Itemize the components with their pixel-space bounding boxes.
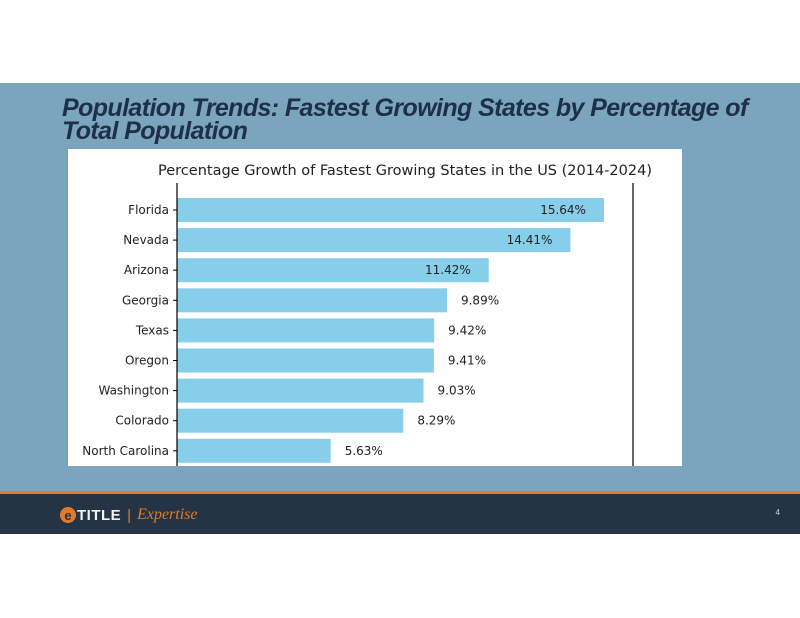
data-label: 14.41%	[507, 233, 553, 247]
labels-layer: Florida 15.64% Nevada 14.41% Arizona 11.42% Ge…	[82, 203, 586, 458]
data-label: 15.64%	[540, 203, 586, 217]
bar-chart: Percentage Growth of Fastest Growing Sta…	[82, 163, 652, 466]
bar-texas	[177, 318, 435, 343]
y-tick-label: Florida	[128, 203, 169, 217]
chart-panel: Percentage Growth of Fastest Growing Sta…	[68, 149, 682, 466]
bar-colorado	[177, 408, 404, 433]
footer-bar: e TITLE | Expertise 4	[0, 494, 800, 534]
data-label: 8.29%	[417, 414, 455, 428]
bar-georgia	[177, 288, 447, 313]
footer-accent-line	[0, 491, 800, 494]
bar-oregon	[177, 348, 434, 373]
data-label: 5.63%	[345, 444, 383, 458]
page-number: 4	[775, 508, 780, 517]
y-tick-label: Washington	[98, 384, 169, 398]
slide-title: Population Trends: Fastest Growing State…	[62, 94, 748, 145]
logo-e-mark: e	[60, 507, 76, 523]
data-label: 9.89%	[461, 293, 499, 307]
y-tick-label: Arizona	[124, 263, 169, 277]
bar-washington	[177, 378, 424, 403]
data-label: 9.41%	[448, 354, 486, 368]
y-tick-label: Colorado	[115, 414, 169, 428]
bar-florida	[177, 198, 604, 222]
bar-arizona	[177, 258, 489, 283]
slide: Population Trends: Fastest Growing State…	[0, 83, 800, 534]
y-tick-label: Nevada	[123, 233, 169, 247]
y-tick-label: North Carolina	[82, 444, 169, 458]
etitle-logo: e TITLE | Expertise	[60, 505, 198, 525]
data-label: 9.03%	[438, 384, 476, 398]
logo-tagline: Expertise	[137, 506, 198, 523]
bars-layer	[177, 198, 604, 463]
data-label: 11.42%	[425, 263, 471, 277]
data-label: 9.42%	[448, 323, 486, 337]
bar-nevada	[177, 228, 571, 253]
y-tick-label: Texas	[135, 323, 169, 337]
bar-north-carolina	[177, 438, 331, 463]
logo-title: TITLE	[77, 506, 122, 524]
y-tick-label: Georgia	[122, 293, 169, 307]
y-tick-label: Oregon	[125, 354, 169, 368]
logo-separator: |	[127, 506, 132, 524]
chart-title: Percentage Growth of Fastest Growing Sta…	[158, 163, 652, 179]
